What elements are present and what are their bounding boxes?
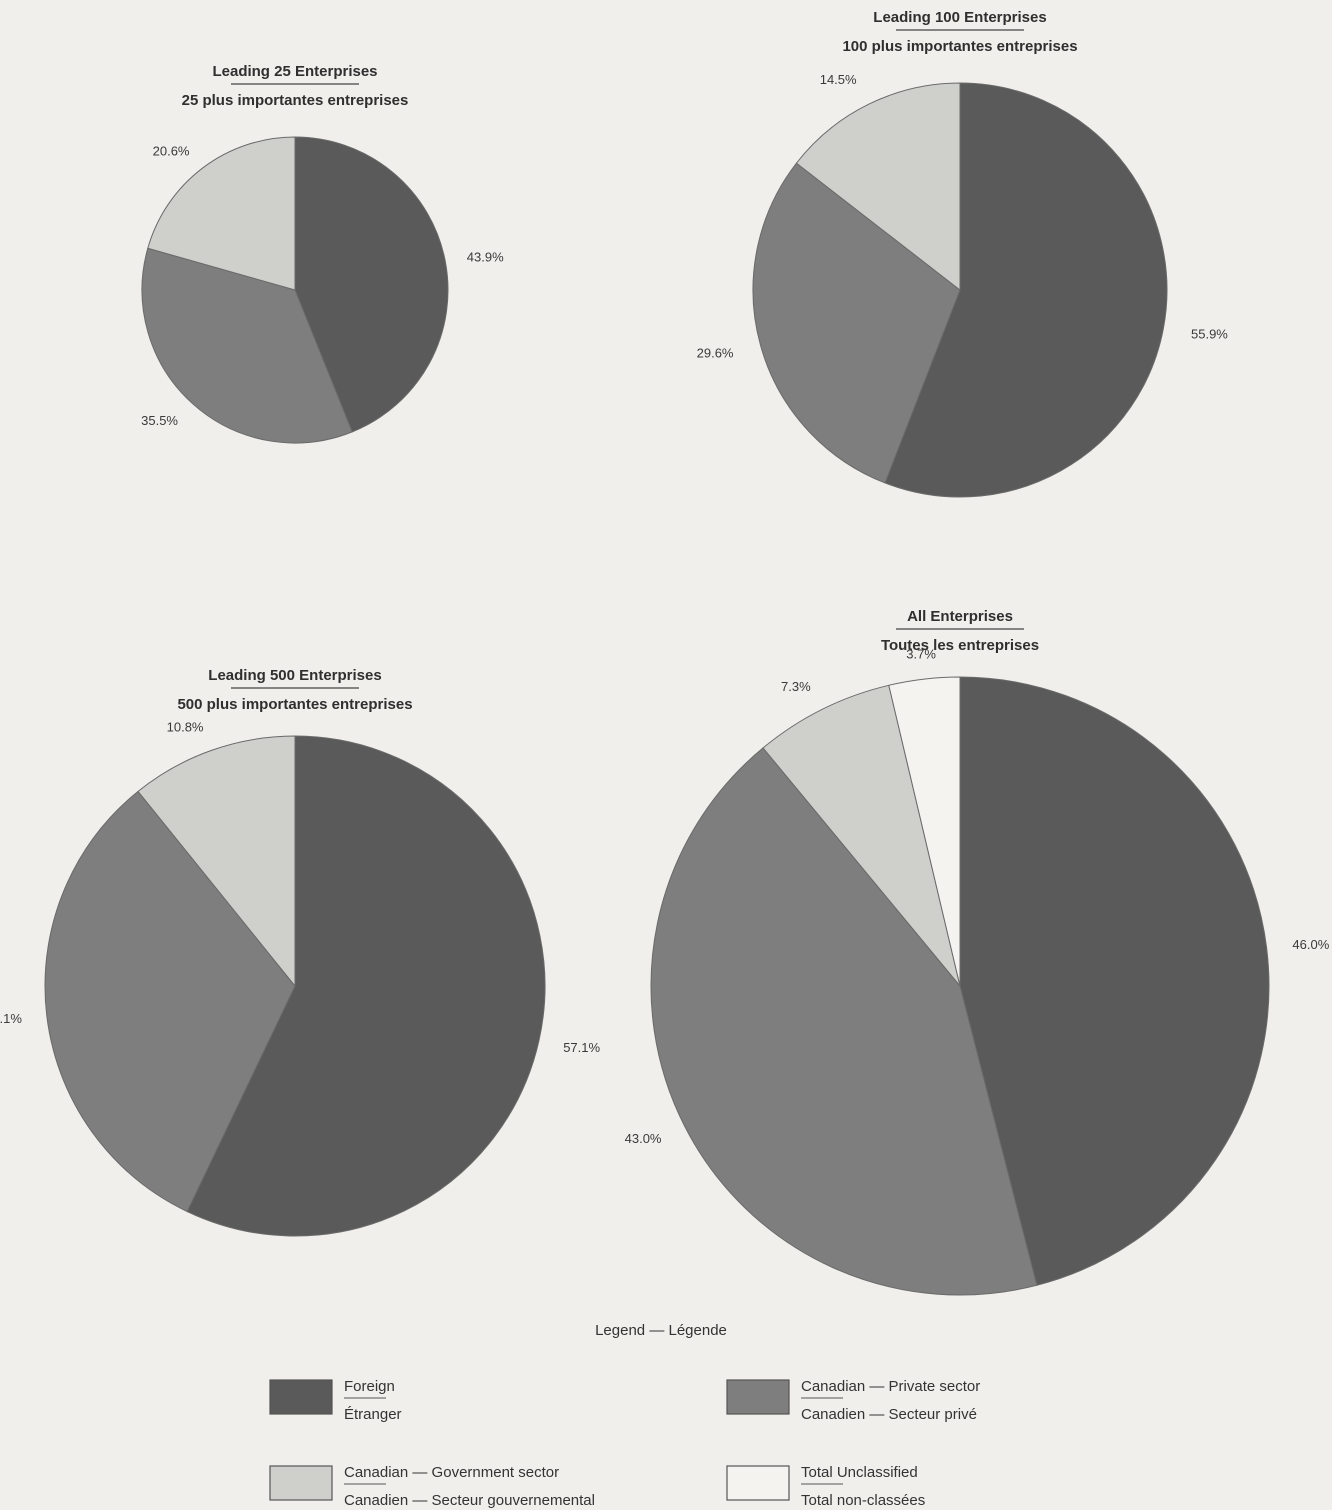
pie-slice-1 [959, 676, 1270, 1286]
slice-label: 55.9% [1191, 326, 1228, 341]
legend-label-fr: Étranger [344, 1406, 402, 1423]
pie-chart-4: All Enterprises Toutes les entreprises 46.… [625, 608, 1330, 1296]
pie-slice-1 [186, 735, 546, 1237]
legend-label-fr: Canadien — Secteur privé [801, 1406, 977, 1423]
chart-title: All Enterprises [907, 608, 1013, 625]
chart-title: Leading 100 Enterprises [873, 9, 1046, 26]
legend-title: Legend — Légende [595, 1322, 727, 1339]
legend-swatch [726, 1379, 790, 1415]
pie-slice-1 [294, 136, 449, 433]
legend-label-en: Total Unclassified [801, 1464, 918, 1481]
slice-label: 29.6% [697, 346, 734, 361]
pie-slice-3 [795, 82, 961, 292]
chart-subtitle: Toutes les entreprises [881, 637, 1039, 654]
legend-swatch [269, 1379, 333, 1415]
pie-slice-1 [884, 82, 1168, 498]
slice-label: 20.6% [153, 143, 190, 158]
pie-slice-3 [147, 136, 296, 291]
pie-slice-2 [650, 747, 1038, 1296]
pie-chart-2: Leading 100 Enterprises 100 plus importan… [697, 9, 1228, 498]
legend-swatch [726, 1465, 790, 1501]
slice-label: 3.7% [906, 646, 936, 661]
legend-label-fr: Canadien — Secteur gouvernemental [344, 1492, 595, 1509]
legend-item-4: Total Unclassified Total non-classées [726, 1464, 925, 1509]
legend-label-fr: Total non-classées [801, 1492, 925, 1509]
chart-subtitle: 500 plus importantes entreprises [177, 696, 412, 713]
legend-swatch [269, 1465, 333, 1501]
pie-slice-2 [44, 790, 296, 1213]
chart-title: Leading 25 Enterprises [212, 63, 377, 80]
chart-title: Leading 500 Enterprises [208, 667, 381, 684]
pie-slice-3 [762, 684, 961, 987]
slice-label: 14.5% [820, 72, 857, 87]
pie-chart-1: Leading 25 Enterprises 25 plus importante… [141, 63, 504, 444]
slice-label: 57.1% [563, 1040, 600, 1055]
slice-label: 10.8% [167, 720, 204, 735]
slice-label: 32.1% [0, 1011, 22, 1026]
slice-label: 43.9% [467, 250, 504, 265]
legend-label-en: Foreign [344, 1378, 395, 1395]
slice-label: 35.5% [141, 413, 178, 428]
pie-slice-3 [137, 735, 296, 988]
slice-label: 7.3% [781, 679, 811, 694]
legend-item-2: Canadian — Private sector Canadien — Sect… [726, 1378, 980, 1423]
pie-slice-4 [888, 676, 961, 987]
pie-chart-3: Leading 500 Enterprises 500 plus importan… [0, 667, 601, 1237]
legend-item-3: Canadian — Government sector Canadien — S… [269, 1464, 595, 1509]
pie-slice-2 [752, 162, 961, 484]
chart-subtitle: 25 plus importantes entreprises [182, 92, 409, 109]
legend-label-en: Canadian — Government sector [344, 1464, 559, 1481]
pie-slice-2 [141, 247, 353, 444]
slice-label: 43.0% [625, 1131, 662, 1146]
legend-item-1: Foreign Étranger [269, 1378, 402, 1423]
slice-label: 46.0% [1292, 937, 1329, 952]
chart-subtitle: 100 plus importantes entreprises [842, 38, 1077, 55]
legend: Legend — Légende Foreign Étranger Canadian … [269, 1322, 980, 1509]
legend-label-en: Canadian — Private sector [801, 1378, 980, 1395]
